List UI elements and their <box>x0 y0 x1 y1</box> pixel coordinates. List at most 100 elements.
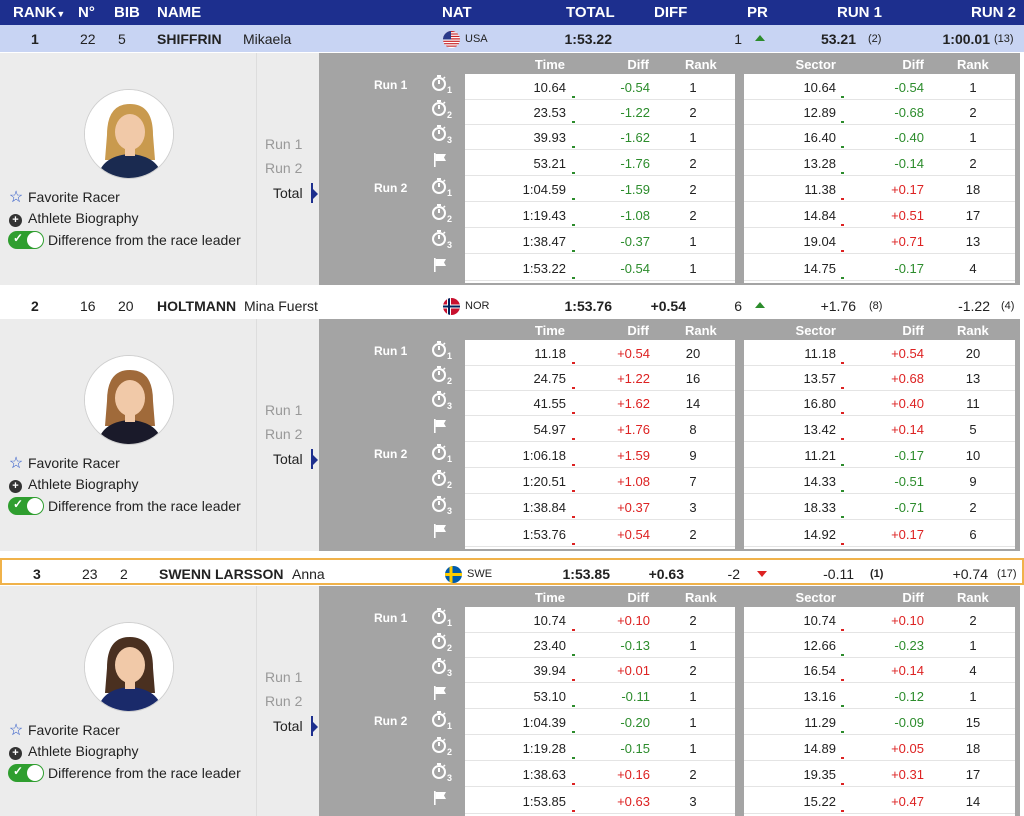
table-row: 15.22 +0.47 14 <box>744 788 1015 814</box>
results-header: RANK▼ N° BIB NAME NAT TOTAL DIFF PR RUN … <box>0 0 1024 25</box>
favorite-racer-link[interactable]: ☆ Favorite Racer <box>8 455 120 472</box>
favorite-racer-link[interactable]: ☆ Favorite Racer <box>8 722 120 739</box>
sector-rank: 5 <box>969 422 977 437</box>
run1-header[interactable]: RUN 1 <box>837 4 883 21</box>
athlete-row[interactable]: 2 16 20 HOLTMANN Mina Fuerst NOR 1:53.76 +0.54 6… <box>0 292 1024 319</box>
position-change: 1 <box>734 31 742 47</box>
run1-tab[interactable]: Run 1 <box>265 669 303 685</box>
sector-time: 10.64 <box>803 80 836 95</box>
svg-text:2: 2 <box>447 110 452 119</box>
table-row: 11.18 +0.54 20 <box>744 340 1015 366</box>
split-time: 41.55 <box>533 396 566 411</box>
split-diff: +1.62 <box>617 396 650 411</box>
total-tab[interactable]: Total <box>273 183 318 203</box>
svg-text:2: 2 <box>447 747 452 756</box>
table-row: 19.04 +0.71 13 <box>744 228 1015 254</box>
run2-value: -1.22 <box>958 298 990 314</box>
athlete-surname[interactable]: SWENN LARSSON <box>159 566 284 582</box>
run2-tab[interactable]: Run 2 <box>265 160 303 176</box>
athlete-firstname[interactable]: Anna <box>292 566 325 582</box>
athlete-biography-link[interactable]: + Athlete Biography <box>8 743 139 760</box>
table-row: 10.74 +0.10 2 <box>744 607 1015 633</box>
diff-indicator <box>572 250 575 252</box>
sector-rank-column-header: Rank <box>957 590 989 605</box>
total-tab[interactable]: Total <box>273 449 318 469</box>
split-time: 1:38.47 <box>522 234 566 249</box>
sector-time: 19.04 <box>803 234 836 249</box>
table-row: 10.64 -0.54 1 <box>744 74 1015 100</box>
time-column-header: Time <box>534 57 565 72</box>
run2-header[interactable]: RUN 2 <box>971 4 1017 21</box>
svg-text:3: 3 <box>447 401 452 410</box>
difference-toggle[interactable]: ✓ Difference from the race leader <box>8 764 241 782</box>
split-rank: 8 <box>689 422 697 437</box>
athlete-surname[interactable]: SHIFFRIN <box>157 31 222 47</box>
athlete-row[interactable]: 1 22 5 SHIFFRIN Mikaela USA 1:53.22 1 53.21 (2) 1:… <box>0 25 1024 52</box>
toggle-knob <box>27 232 43 248</box>
table-row: 10.64 -0.54 1 <box>465 74 735 100</box>
split-diff: +1.59 <box>617 448 650 463</box>
run1-tab[interactable]: Run 1 <box>265 136 303 152</box>
athlete-profile: ☆ Favorite Racer + Athlete Biography ✓ Differ… <box>0 586 256 816</box>
sector-rank: 18 <box>965 741 981 756</box>
split-rank: 2 <box>689 156 697 171</box>
split-rank: 1 <box>689 638 697 653</box>
diff-indicator <box>841 96 844 98</box>
athlete-row[interactable]: 3 23 2 SWENN LARSSON Anna SWE 1:53.85 +0.63 -2 -0… <box>0 558 1024 585</box>
toggle-switch[interactable]: ✓ <box>8 497 44 515</box>
athlete-firstname[interactable]: Mikaela <box>243 31 292 47</box>
difference-toggle[interactable]: ✓ Difference from the race leader <box>8 497 241 515</box>
run2-rank: (17) <box>997 568 1017 580</box>
svg-text:3: 3 <box>447 668 452 677</box>
diff-indicator <box>841 172 844 174</box>
athlete-surname[interactable]: HOLTMANN <box>157 298 237 314</box>
toggle-knob <box>27 765 43 781</box>
finish-flag-icon <box>431 522 451 542</box>
name-header[interactable]: NAME <box>157 4 202 21</box>
run1-rank: (1) <box>870 568 884 580</box>
rank-header[interactable]: RANK▼ <box>13 4 66 21</box>
sector-rank: 17 <box>965 767 981 782</box>
diff-header[interactable]: DIFF <box>654 4 688 21</box>
stopwatch-icon-1: 1 <box>431 443 452 464</box>
bib-header[interactable]: BIB <box>114 4 140 21</box>
time-column-header: Time <box>534 323 565 338</box>
toggle-switch[interactable]: ✓ <box>8 764 44 782</box>
no-header[interactable]: N° <box>78 4 95 21</box>
sector-time: 13.57 <box>803 371 836 386</box>
stopwatch-icon-3: 3 <box>431 390 452 411</box>
nation-code: NOR <box>465 300 490 312</box>
pr-header[interactable]: PR <box>747 4 768 21</box>
total-header[interactable]: TOTAL <box>566 4 615 21</box>
difference-toggle[interactable]: ✓ Difference from the race leader <box>8 231 241 249</box>
favorite-racer-link[interactable]: ☆ Favorite Racer <box>8 189 120 206</box>
avatar <box>84 622 174 712</box>
table-row: 1:38.63 +0.16 2 <box>465 761 735 787</box>
split-time: 1:38.84 <box>522 500 566 515</box>
athlete-biography-link[interactable]: + Athlete Biography <box>8 476 139 493</box>
sector-time: 19.35 <box>803 767 836 782</box>
sector-rank: 2 <box>969 105 977 120</box>
sector-rank: 9 <box>969 474 977 489</box>
nat-header[interactable]: NAT <box>442 4 472 21</box>
sector-time: 14.89 <box>803 741 836 756</box>
sector-rank: 14 <box>965 794 981 809</box>
split-diff: +1.22 <box>617 371 650 386</box>
split-rank: 1 <box>689 741 697 756</box>
sector-diff: -0.23 <box>894 638 924 653</box>
split-rank: 2 <box>689 663 697 678</box>
athlete-firstname[interactable]: Mina Fuerst <box>244 298 318 314</box>
sector-diff: +0.51 <box>891 208 924 223</box>
sector-rank: 4 <box>969 261 977 276</box>
split-rank: 1 <box>689 715 697 730</box>
athlete-biography-link[interactable]: + Athlete Biography <box>8 210 139 227</box>
run2-tab[interactable]: Run 2 <box>265 426 303 442</box>
split-diff: +0.01 <box>617 663 650 678</box>
start-no-value: 23 <box>82 566 98 582</box>
table-row: 16.80 +0.40 11 <box>744 390 1015 416</box>
plus-icon: + <box>9 480 22 493</box>
total-tab[interactable]: Total <box>273 716 318 736</box>
toggle-switch[interactable]: ✓ <box>8 231 44 249</box>
run1-tab[interactable]: Run 1 <box>265 402 303 418</box>
run2-tab[interactable]: Run 2 <box>265 693 303 709</box>
